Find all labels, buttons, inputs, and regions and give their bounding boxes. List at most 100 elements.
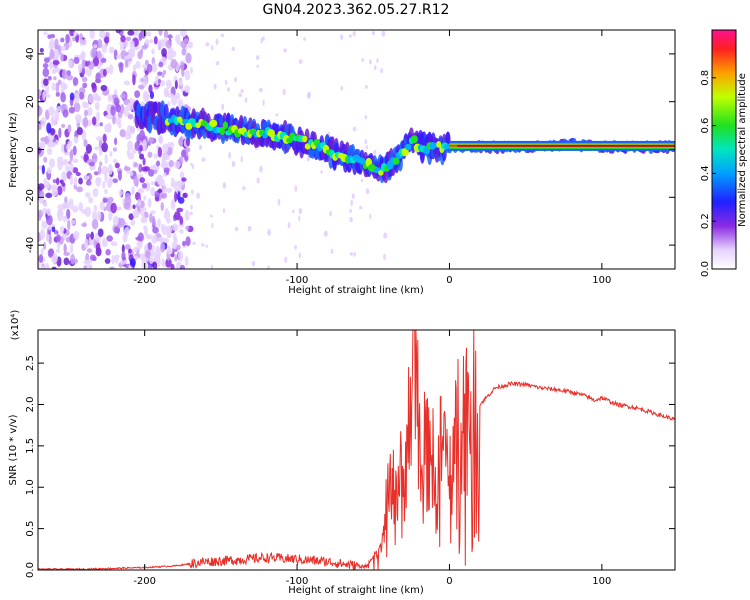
spectrogram-noise-point	[147, 242, 152, 251]
spectrogram-faint-point	[199, 144, 203, 151]
spectrogram-noise-point	[127, 152, 135, 160]
spectrogram-noise-point	[58, 127, 62, 139]
spectrogram-noise-point	[128, 213, 134, 220]
spectrogram-noise-point	[84, 175, 90, 180]
spectrogram-noise-point	[94, 101, 100, 111]
spectrogram-noise-point	[102, 197, 109, 203]
spectrogram-noise-point	[45, 192, 53, 199]
spectrogram-noise-point	[83, 139, 88, 147]
spectrogram-noise-point	[97, 38, 103, 49]
spectrogram-noise-point	[148, 84, 153, 94]
spectrogram-noise-point	[67, 140, 73, 147]
spectrogram-noise-point	[91, 83, 97, 93]
spectrogram-noise-point	[140, 48, 144, 55]
snr-x-tick-label: 0	[446, 576, 452, 587]
spectrogram-noise-point	[138, 163, 143, 173]
spectrogram-noise-point	[137, 199, 142, 207]
spectrogram-noise-point	[147, 169, 155, 177]
spectrogram-faint-point	[380, 68, 383, 74]
spectrogram-noise-point	[151, 48, 155, 55]
spectrogram-noise-point	[187, 41, 194, 49]
spectrogram-noise-point	[48, 248, 54, 257]
spectrogram-noise-point	[157, 177, 163, 186]
spectrogram-noise-point	[81, 222, 87, 227]
spectrogram-noise-point	[39, 47, 44, 53]
spectrogram-noise-point	[104, 123, 111, 133]
spectrogram-noise-point	[154, 249, 162, 257]
spectrogram-noise-point	[171, 241, 178, 250]
spectrogram-faint-point	[262, 99, 265, 107]
spectrogram-noise-point	[144, 92, 150, 103]
spectrogram-noise-point	[85, 192, 91, 198]
spectrogram-noise-point	[81, 209, 89, 215]
spectrogram-noise-point	[139, 153, 145, 160]
spectrogram-ridge-core	[378, 170, 384, 176]
spectrogram-noise-point	[137, 173, 144, 178]
colorbar-label: Normalized spectral amplitude	[737, 73, 748, 227]
spectrogram-noise-point	[124, 244, 131, 250]
spectrogram-noise-point	[157, 218, 161, 228]
spectrogram-faint-point	[211, 45, 214, 51]
spectrogram-noise-point	[78, 63, 83, 74]
spectrogram-noise-point	[69, 243, 74, 254]
spectrogram-noise-point	[165, 79, 172, 89]
spectrogram-noise-point	[145, 234, 153, 240]
spectrogram-noise-point	[42, 91, 46, 101]
spectrogram-noise-point	[165, 39, 172, 49]
spectrogram-noise-point	[148, 256, 154, 265]
spectrogram-noise-point	[92, 56, 100, 67]
snr-x-ticks: -200 -100 0 100	[133, 330, 611, 587]
spectrogram-faint-point	[283, 48, 288, 53]
spectrogram-noise-point	[132, 148, 137, 155]
snr-y-tick-label: 0.0	[25, 562, 36, 578]
snr-y-tick-label: 2.5	[25, 355, 36, 371]
spectrogram-noise-point	[129, 40, 135, 50]
spectrogram-noise-point	[158, 134, 164, 145]
spectrogram-noise-point	[178, 78, 183, 87]
spectrogram-noise-point	[128, 49, 134, 59]
spectrogram-noise-point	[181, 149, 187, 158]
spectrogram-y-tick-label: 20	[25, 95, 36, 108]
spectrogram-noise-point	[120, 104, 125, 115]
spectrogram-noise-point	[86, 248, 93, 253]
spectrogram-noise-point	[107, 93, 112, 103]
spectrogram-ridge-core	[405, 143, 412, 151]
spectrogram-noise-point	[45, 93, 51, 98]
spectrogram-noise-point	[185, 52, 192, 64]
colorbar: 0.0 0.2 0.4 0.6 0.8 Normalized spectral ampl…	[700, 29, 748, 277]
spectrogram-noise-point	[65, 201, 70, 209]
spectrogram-noise-point	[98, 30, 106, 39]
spectrogram-noise-point	[69, 30, 75, 37]
spectrogram-noise-point	[98, 147, 103, 156]
spectrogram-noise-point	[165, 258, 172, 268]
spectrogram-x-tick-label: 100	[592, 275, 611, 286]
spectrogram-noise-point	[82, 82, 88, 89]
spectrogram-noise-point	[72, 167, 79, 174]
spectrogram-faint-point	[255, 55, 260, 60]
spectrogram-noise-point	[104, 172, 108, 183]
spectrogram-ridge-core	[209, 119, 218, 128]
spectrogram-noise-point	[126, 125, 134, 136]
spectrogram-ridge-core	[219, 126, 225, 136]
spectrogram-noise-point	[54, 45, 60, 51]
spectrogram-noise-point	[46, 214, 53, 226]
spectrogram-y-ticks: -40 -20 0 20 40	[25, 48, 675, 253]
spectrogram-faint-point	[369, 59, 372, 65]
spectrogram-noise-point	[185, 225, 190, 231]
spectrogram-noise-point	[163, 30, 169, 40]
spectrogram-faint-point	[287, 222, 291, 229]
spectrogram-noise-point	[118, 189, 123, 197]
spectrogram-noise-point	[68, 106, 76, 114]
spectrogram-noise-point	[91, 116, 97, 126]
spectrogram-faint-point	[329, 210, 333, 217]
spectrogram-noise-point	[155, 74, 160, 86]
spectrogram-noise-point	[175, 92, 181, 100]
spectrogram-noise-point	[45, 233, 50, 243]
spectrogram-noise-point	[99, 122, 103, 127]
spectrogram-noise-point	[147, 151, 153, 158]
spectrogram-noise-point	[83, 265, 87, 269]
spectrogram-noise-point	[73, 136, 79, 144]
spectrogram-noise-point	[39, 229, 46, 240]
spectrogram-faint-point	[260, 37, 263, 44]
spectrogram-faint-point	[259, 165, 263, 173]
